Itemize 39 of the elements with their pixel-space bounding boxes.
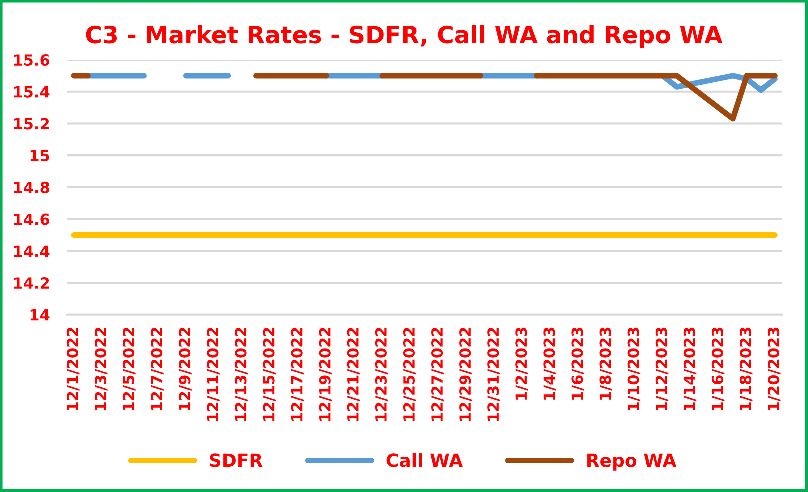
legend-label: Repo WA <box>588 454 677 471</box>
x-tick-label: 1/12/2023 <box>656 328 669 411</box>
legend-label: SDFR <box>210 454 263 468</box>
x-tick-label: 12/5/2022 <box>123 328 136 411</box>
x-tick-label: 12/23/2022 <box>375 328 388 422</box>
x-tick-label: 12/19/2022 <box>319 328 332 422</box>
y-tick-label: 15.2 <box>14 118 50 130</box>
x-tick-label: 1/18/2023 <box>740 328 753 411</box>
x-tick-label: 12/13/2022 <box>235 328 248 422</box>
y-tick-label: 14.2 <box>14 277 50 289</box>
x-tick-label: 1/14/2023 <box>684 328 697 411</box>
x-tick-label: 12/1/2022 <box>66 328 80 411</box>
x-tick-label: 12/3/2022 <box>94 328 108 411</box>
y-tick-label: 14 <box>30 310 50 321</box>
x-tick-label: 1/8/2023 <box>600 328 613 400</box>
x-tick-label: 12/25/2022 <box>403 328 416 422</box>
x-tick-label: 12/9/2022 <box>179 328 192 411</box>
x-tick-label: 12/21/2022 <box>347 328 360 422</box>
x-tick-label: 12/29/2022 <box>460 328 472 422</box>
x-tick-label: 12/15/2022 <box>263 328 276 422</box>
y-tick-label: 15.6 <box>14 54 50 66</box>
x-tick-label: 12/11/2022 <box>207 328 220 422</box>
x-tick-label: 1/4/2023 <box>544 328 556 400</box>
y-tick-label: 14.8 <box>14 182 50 194</box>
x-tick-label: 1/20/2023 <box>768 328 781 411</box>
y-tick-label: 14.6 <box>14 214 50 226</box>
x-tick-label: 12/27/2022 <box>432 328 444 422</box>
y-tick-label: 14.4 <box>14 246 50 257</box>
x-tick-label: 1/16/2023 <box>712 328 725 411</box>
legend-label: Call WA <box>386 453 464 468</box>
x-tick-label: 12/7/2022 <box>151 328 164 411</box>
x-tick-label: 12/31/2022 <box>488 328 500 422</box>
x-tick-label: 12/17/2022 <box>291 328 304 422</box>
y-tick-label: 15.4 <box>14 86 50 98</box>
x-tick-label: 1/2/2023 <box>516 328 528 400</box>
x-tick-label: 1/6/2023 <box>572 328 584 400</box>
y-tick-label: 15 <box>30 150 50 162</box>
x-tick-label: 1/10/2023 <box>628 328 641 411</box>
chart-title: C3 - Market Rates - SDFR, Call WA and Repo WA <box>86 25 723 48</box>
